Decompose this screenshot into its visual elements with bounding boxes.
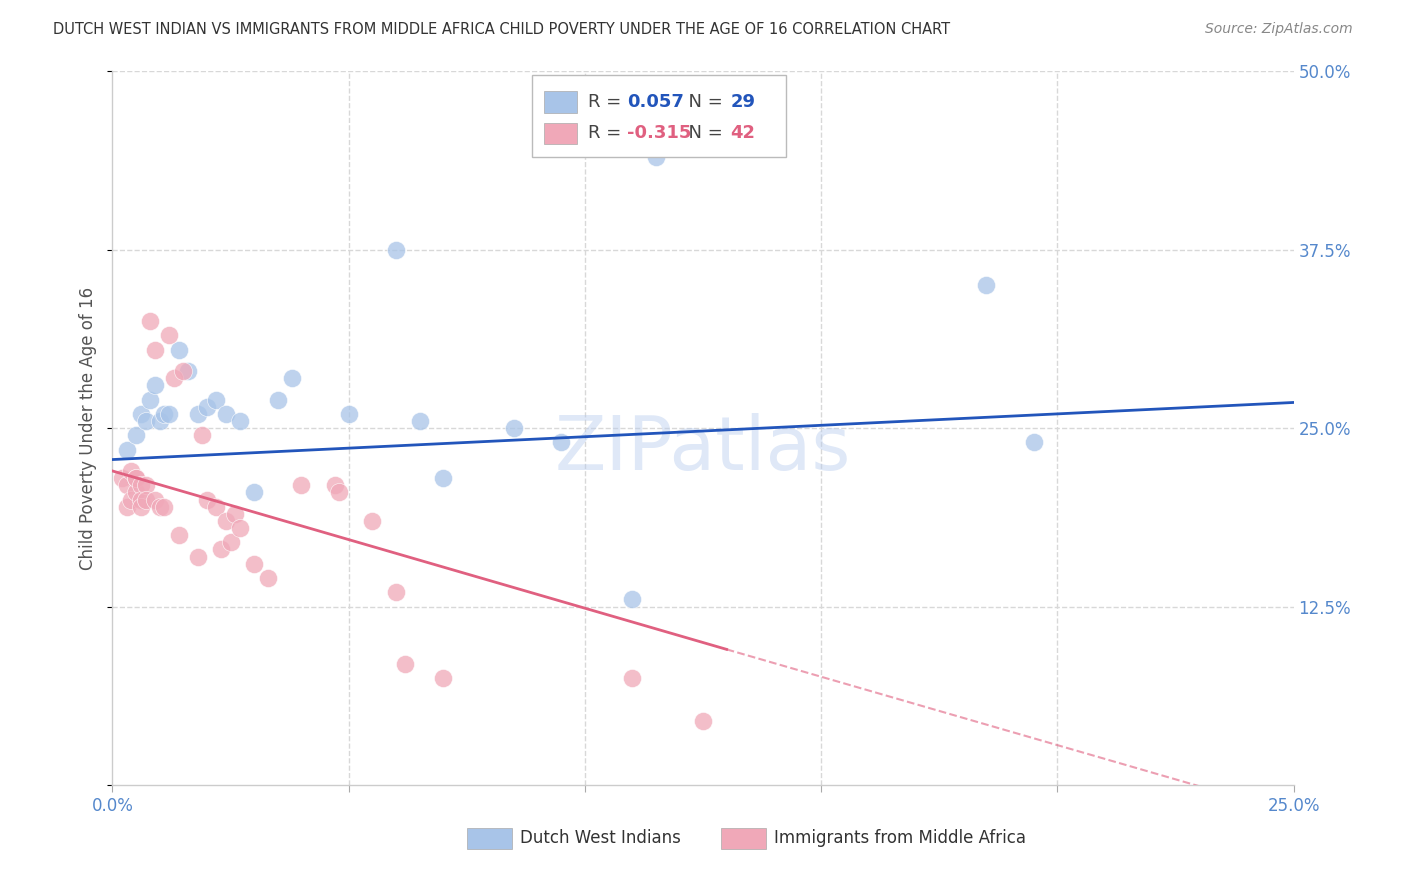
- Point: [219, 535, 242, 549]
- Point: [120, 492, 142, 507]
- Point: [267, 392, 290, 407]
- Text: DUTCH WEST INDIAN VS IMMIGRANTS FROM MIDDLE AFRICA CHILD POVERTY UNDER THE AGE O: DUTCH WEST INDIAN VS IMMIGRANTS FROM MID…: [53, 22, 950, 37]
- Point: [243, 557, 266, 571]
- Point: [139, 392, 162, 407]
- Point: [149, 500, 172, 514]
- Point: [163, 371, 186, 385]
- Point: [115, 478, 138, 492]
- Point: [149, 414, 172, 428]
- Point: [172, 364, 194, 378]
- Point: [195, 492, 218, 507]
- Y-axis label: Child Poverty Under the Age of 16: Child Poverty Under the Age of 16: [79, 286, 97, 570]
- Point: [177, 364, 200, 378]
- FancyBboxPatch shape: [531, 75, 786, 157]
- Point: [1022, 435, 1045, 450]
- Point: [224, 507, 246, 521]
- Point: [408, 414, 430, 428]
- Point: [135, 414, 157, 428]
- Point: [125, 471, 148, 485]
- Point: [167, 528, 190, 542]
- Point: [229, 521, 252, 535]
- Point: [337, 407, 360, 421]
- Text: R =: R =: [589, 93, 627, 111]
- Point: [153, 500, 176, 514]
- Point: [976, 278, 998, 293]
- Text: 42: 42: [730, 125, 755, 143]
- Point: [621, 671, 644, 685]
- Text: Immigrants from Middle Africa: Immigrants from Middle Africa: [773, 830, 1026, 847]
- Text: N =: N =: [678, 93, 728, 111]
- Point: [153, 407, 176, 421]
- Point: [167, 343, 190, 357]
- Point: [621, 592, 644, 607]
- FancyBboxPatch shape: [721, 828, 766, 849]
- Point: [143, 492, 166, 507]
- Point: [157, 328, 180, 343]
- Point: [120, 464, 142, 478]
- Text: N =: N =: [678, 125, 728, 143]
- Point: [205, 392, 228, 407]
- Point: [692, 714, 714, 728]
- Point: [243, 485, 266, 500]
- Point: [186, 549, 208, 564]
- Point: [135, 478, 157, 492]
- Point: [125, 485, 148, 500]
- Text: 29: 29: [730, 93, 755, 111]
- Point: [215, 407, 238, 421]
- Text: Dutch West Indians: Dutch West Indians: [520, 830, 681, 847]
- Point: [129, 407, 152, 421]
- Point: [125, 471, 148, 485]
- Point: [290, 478, 312, 492]
- Text: R =: R =: [589, 125, 627, 143]
- Point: [323, 478, 346, 492]
- Point: [361, 514, 384, 528]
- Point: [229, 414, 252, 428]
- Point: [432, 671, 454, 685]
- Point: [115, 442, 138, 457]
- Point: [129, 478, 152, 492]
- Point: [394, 657, 416, 671]
- Point: [550, 435, 572, 450]
- Point: [328, 485, 350, 500]
- Point: [111, 471, 134, 485]
- Point: [125, 428, 148, 442]
- Point: [385, 585, 408, 599]
- Point: [129, 500, 152, 514]
- Text: -0.315: -0.315: [627, 125, 692, 143]
- Point: [143, 343, 166, 357]
- Point: [385, 243, 408, 257]
- Point: [215, 514, 238, 528]
- Point: [191, 428, 214, 442]
- Point: [432, 471, 454, 485]
- Point: [186, 407, 208, 421]
- Point: [257, 571, 280, 585]
- Point: [209, 542, 232, 557]
- Point: [281, 371, 304, 385]
- Point: [644, 150, 666, 164]
- Text: Source: ZipAtlas.com: Source: ZipAtlas.com: [1205, 22, 1353, 37]
- Text: 0.057: 0.057: [627, 93, 685, 111]
- Point: [129, 492, 152, 507]
- Point: [157, 407, 180, 421]
- FancyBboxPatch shape: [467, 828, 512, 849]
- Point: [195, 400, 218, 414]
- Text: ZIPatlas: ZIPatlas: [555, 413, 851, 486]
- Point: [139, 314, 162, 328]
- Point: [503, 421, 526, 435]
- Point: [115, 500, 138, 514]
- FancyBboxPatch shape: [544, 123, 576, 145]
- Point: [135, 492, 157, 507]
- Point: [143, 378, 166, 392]
- FancyBboxPatch shape: [544, 91, 576, 112]
- Point: [205, 500, 228, 514]
